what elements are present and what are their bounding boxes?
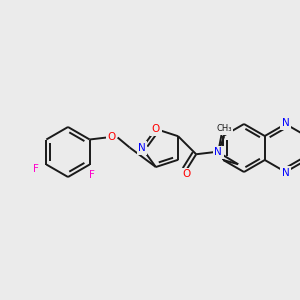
Text: N: N xyxy=(138,143,146,153)
Text: N: N xyxy=(282,168,290,178)
Text: O: O xyxy=(152,124,160,134)
Text: O: O xyxy=(107,133,116,142)
Text: CH₃: CH₃ xyxy=(215,125,232,134)
Text: O: O xyxy=(182,169,190,179)
Text: F: F xyxy=(33,164,39,173)
Text: N: N xyxy=(214,147,222,157)
Text: N: N xyxy=(282,118,290,128)
Text: CH₃: CH₃ xyxy=(216,124,232,133)
Text: F: F xyxy=(89,169,94,179)
